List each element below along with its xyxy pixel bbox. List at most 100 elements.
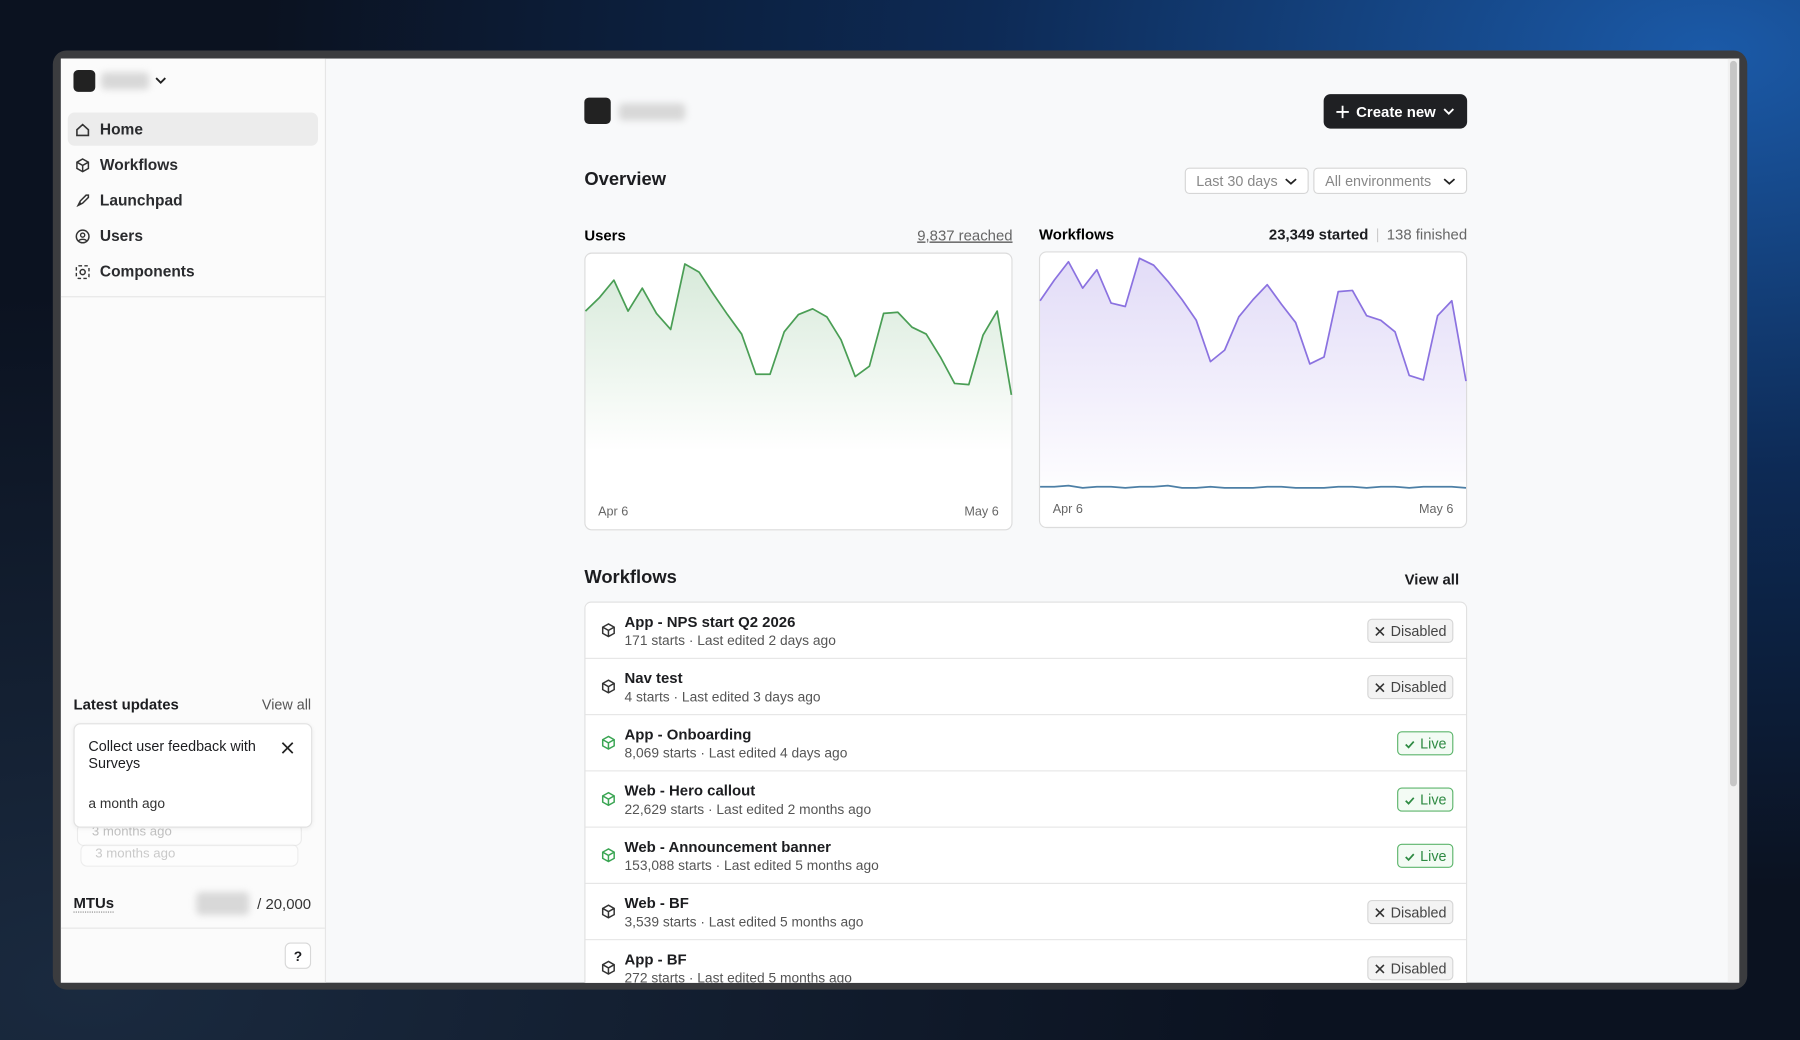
divider xyxy=(60,296,325,298)
workflow-row[interactable]: App - NPS start Q2 2026 171 starts · Last… xyxy=(585,602,1466,658)
workflow-icon xyxy=(601,904,615,919)
scroll-thumb[interactable] xyxy=(1730,60,1737,787)
update-time: 3 months ago xyxy=(95,847,176,861)
plus-icon xyxy=(1336,105,1350,118)
line xyxy=(584,263,1013,396)
filter-dropdown[interactable]: Last 30 days xyxy=(1184,167,1309,195)
workflow-name: Nav test xyxy=(624,669,683,687)
status-badge: Disabled xyxy=(1367,900,1454,925)
workflow-name: App - BF xyxy=(624,950,687,968)
status-label: Live xyxy=(1420,847,1447,864)
workflow-meta: 153,088 starts · Last edited 5 months ag… xyxy=(624,857,879,874)
chart-title: Workflows xyxy=(1039,226,1114,243)
workflow-name: Web - Announcement banner xyxy=(624,838,831,856)
nav-item[interactable]: Launchpad xyxy=(68,184,318,217)
x-icon xyxy=(1375,626,1385,636)
workflow-icon xyxy=(601,960,615,975)
mtus-label[interactable]: MTUs xyxy=(73,894,115,913)
status-label: Disabled xyxy=(1390,622,1447,639)
nav-item[interactable]: Home xyxy=(67,112,318,146)
x-icon xyxy=(1375,907,1385,917)
line xyxy=(1039,257,1467,382)
x-tick-label: May 6 xyxy=(1419,502,1453,516)
workflow-row[interactable]: App - Onboarding 8,069 starts · Last edit… xyxy=(585,714,1466,771)
area xyxy=(585,264,1012,485)
nav-icon xyxy=(76,157,90,172)
org-logo xyxy=(584,97,611,124)
nav-item[interactable]: Users xyxy=(68,219,318,252)
workflow-meta: 3,539 starts · Last edited 5 months ago xyxy=(624,913,864,930)
status-label: Live xyxy=(1420,791,1447,808)
workflow-meta: 171 starts · Last edited 2 days ago xyxy=(624,632,836,649)
check-icon xyxy=(1405,740,1415,749)
status-label: Disabled xyxy=(1390,960,1447,977)
filter-label: Last 30 days xyxy=(1196,172,1278,189)
workflow-icon xyxy=(601,735,615,750)
nav-item[interactable]: Workflows xyxy=(68,148,318,181)
workflow-row[interactable]: App - BF 272 starts · Last edited 5 month… xyxy=(585,939,1466,983)
workspace-name-blurred xyxy=(101,72,150,90)
update-card[interactable]: Collect user feedback with Surveys a mon… xyxy=(73,723,313,828)
check-icon xyxy=(1405,796,1415,805)
chevron xyxy=(1443,177,1455,185)
status-badge: Disabled xyxy=(1367,675,1454,700)
check-icon xyxy=(1405,852,1415,861)
update-text: Collect user feedback with Surveys xyxy=(88,738,256,772)
workflow-row[interactable]: Web - Hero callout 22,629 starts · Last e… xyxy=(585,770,1466,827)
charts: Users 9,837 reached Apr 6 May 6 Workflows 138… xyxy=(584,226,1467,531)
workflow-row[interactable]: Web - Announcement banner 153,088 starts … xyxy=(585,826,1466,883)
workflow-meta: 272 starts · Last edited 5 months ago xyxy=(624,970,852,983)
workflow-icon xyxy=(601,623,615,638)
nav-label: Components xyxy=(99,262,195,281)
chart-title: Users xyxy=(584,227,625,244)
workflow-name: Web - BF xyxy=(624,894,689,912)
workflow-icon xyxy=(601,791,615,807)
nav-label: Launchpad xyxy=(99,191,183,209)
workflow-row[interactable]: Web - BF 3,539 starts · Last edited 5 mon… xyxy=(585,882,1466,940)
chevron[interactable] xyxy=(154,75,168,86)
create-new-label: Create new xyxy=(1356,102,1436,120)
workflows-view-all[interactable]: View all xyxy=(1404,570,1460,588)
nav-icon xyxy=(76,122,90,136)
overview-title: Overview xyxy=(584,169,667,190)
workflow-name: App - Onboarding xyxy=(624,725,752,743)
update-time: 3 months ago xyxy=(91,825,172,840)
app: Home Workflows Launchpad Users Components La… xyxy=(60,58,1740,983)
nav-label: Workflows xyxy=(99,156,178,174)
workflow-name: App - NPS start Q2 2026 xyxy=(624,613,796,631)
status-label: Disabled xyxy=(1390,904,1447,921)
help-button[interactable]: ? xyxy=(284,942,312,969)
status-badge: Disabled xyxy=(1367,956,1454,981)
status-badge: Live xyxy=(1397,787,1454,812)
workflows-table: App - NPS start Q2 2026 171 starts · Last… xyxy=(584,601,1468,983)
x-tick-label: Apr 6 xyxy=(598,504,628,518)
update-time: a month ago xyxy=(88,795,165,812)
status-badge: Disabled xyxy=(1367,618,1454,643)
chart-summary: 9,837 reached xyxy=(917,227,1012,244)
close-icon[interactable] xyxy=(281,742,294,755)
create-new-button[interactable]: Create new xyxy=(1323,94,1468,129)
mtus-value-blurred xyxy=(196,891,250,915)
workflow-meta: 22,629 starts · Last edited 2 months ago xyxy=(624,801,872,818)
divider xyxy=(60,927,325,929)
filter-dropdown[interactable]: All environments xyxy=(1313,167,1468,195)
workflow-name: Web - Hero callout xyxy=(624,781,756,800)
status-badge: Live xyxy=(1397,731,1454,756)
area xyxy=(1040,258,1466,483)
mtus-limit: / 20,000 xyxy=(257,895,312,913)
workflow-meta: 8,069 starts · Last edited 4 days ago xyxy=(624,745,848,762)
updates-title: Latest updates xyxy=(73,695,179,713)
x-tick-label: May 6 xyxy=(964,504,998,518)
nav-item[interactable]: Components xyxy=(68,255,318,288)
filter-label: All environments xyxy=(1325,172,1432,189)
nav-icon xyxy=(76,193,90,207)
workflow-icon xyxy=(601,848,615,863)
status-badge: Live xyxy=(1397,843,1454,868)
workflow-row[interactable]: Nav test 4 starts · Last edited 3 days ag… xyxy=(585,657,1466,715)
stacked-update: 3 months ago xyxy=(80,843,299,867)
status-label: Disabled xyxy=(1390,679,1447,696)
x-tick-label: Apr 6 xyxy=(1053,502,1083,516)
updates-view-all[interactable]: View all xyxy=(261,696,312,713)
workspace-logo[interactable] xyxy=(73,70,96,92)
